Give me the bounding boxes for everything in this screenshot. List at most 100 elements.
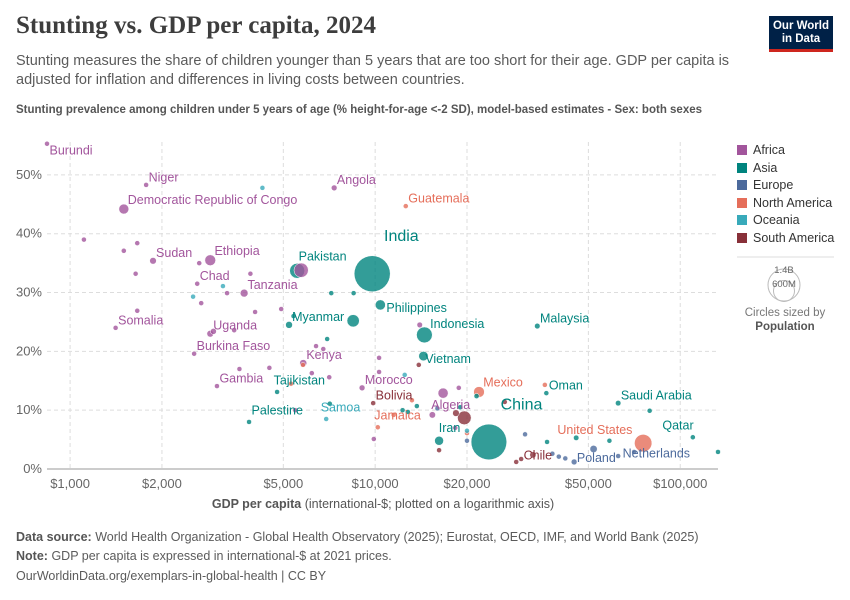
data-point[interactable] xyxy=(562,455,569,462)
point-sudan[interactable] xyxy=(149,257,157,265)
data-point[interactable] xyxy=(401,372,408,378)
point-tanzania[interactable] xyxy=(240,289,249,298)
data-point[interactable] xyxy=(290,313,297,319)
point-indonesia[interactable] xyxy=(416,326,433,344)
owid-logo[interactable]: Our World in Data xyxy=(769,16,833,52)
data-point[interactable] xyxy=(549,450,556,457)
data-point[interactable] xyxy=(266,365,273,371)
data-point[interactable] xyxy=(405,409,411,415)
data-point[interactable] xyxy=(414,403,420,409)
point-iran[interactable] xyxy=(434,436,444,446)
data-point[interactable] xyxy=(236,366,243,372)
point-jamaica[interactable] xyxy=(375,424,381,430)
data-point[interactable] xyxy=(328,290,335,296)
point-malaysia[interactable] xyxy=(534,323,541,330)
data-point[interactable] xyxy=(252,309,258,315)
legend-item-north-america[interactable]: North America xyxy=(737,196,832,210)
data-point[interactable] xyxy=(631,449,637,455)
point-samoa[interactable] xyxy=(323,416,329,422)
data-point[interactable] xyxy=(134,240,140,246)
point-angola[interactable] xyxy=(331,184,338,191)
data-point[interactable] xyxy=(324,336,330,342)
data-point[interactable] xyxy=(416,362,422,368)
data-point[interactable] xyxy=(376,355,382,361)
point-guatemala[interactable] xyxy=(403,203,409,209)
point-niger[interactable] xyxy=(143,182,149,188)
legend-item-europe[interactable]: Europe xyxy=(737,178,793,192)
data-point[interactable] xyxy=(132,270,139,277)
data-point[interactable] xyxy=(346,314,360,328)
data-point[interactable] xyxy=(452,425,458,431)
data-point[interactable] xyxy=(198,300,204,306)
data-point[interactable] xyxy=(371,436,377,442)
data-point[interactable] xyxy=(231,327,237,333)
point-united-states[interactable] xyxy=(634,434,653,453)
data-point[interactable] xyxy=(292,407,298,413)
data-point[interactable] xyxy=(452,409,460,417)
data-point[interactable] xyxy=(278,306,284,312)
data-point[interactable] xyxy=(288,380,294,387)
data-point[interactable] xyxy=(320,346,327,352)
data-point[interactable] xyxy=(437,387,449,399)
point-ethiopia[interactable] xyxy=(204,254,216,266)
point-oman[interactable] xyxy=(543,390,550,396)
legend-item-africa[interactable]: Africa xyxy=(737,143,785,157)
point-china[interactable] xyxy=(470,423,507,461)
point-burkina-faso[interactable] xyxy=(191,350,197,357)
point-saudi-arabia[interactable] xyxy=(615,400,622,407)
point-democratic-republic-of-congo[interactable] xyxy=(118,203,130,215)
legend-item-south-america[interactable]: South America xyxy=(737,231,834,245)
data-point[interactable] xyxy=(300,362,306,368)
data-point[interactable] xyxy=(646,408,653,414)
data-point[interactable] xyxy=(416,321,423,328)
point-netherlands[interactable] xyxy=(615,453,621,459)
point-palestine[interactable] xyxy=(246,419,252,425)
point-somalia[interactable] xyxy=(112,325,119,331)
point-vietnam[interactable] xyxy=(418,351,429,362)
data-point[interactable] xyxy=(247,270,254,277)
legend-item-asia[interactable]: Asia xyxy=(737,161,777,175)
data-point[interactable] xyxy=(313,343,319,349)
data-point[interactable] xyxy=(121,248,127,254)
point-chad[interactable] xyxy=(194,280,200,287)
data-point[interactable] xyxy=(224,290,230,296)
data-point[interactable] xyxy=(457,410,472,425)
data-point[interactable] xyxy=(456,385,462,391)
data-point[interactable] xyxy=(210,328,217,335)
point-chile[interactable] xyxy=(518,456,524,462)
data-point[interactable] xyxy=(522,431,528,438)
point-burundi[interactable] xyxy=(44,141,50,147)
data-point[interactable] xyxy=(134,308,140,314)
data-point[interactable] xyxy=(464,438,470,444)
point-algeria[interactable] xyxy=(428,411,436,419)
data-point[interactable] xyxy=(473,393,480,399)
data-point[interactable] xyxy=(409,397,415,403)
point-gambia[interactable] xyxy=(214,383,220,389)
footer-credit[interactable]: OurWorldinData.org/exemplars-in-global-h… xyxy=(16,569,327,583)
data-point[interactable] xyxy=(457,404,463,410)
data-point[interactable] xyxy=(259,185,266,191)
data-point[interactable] xyxy=(376,369,382,375)
data-point[interactable] xyxy=(464,428,470,434)
point-qatar[interactable] xyxy=(690,434,696,440)
point-tajikistan[interactable] xyxy=(274,389,280,395)
point-india[interactable] xyxy=(353,255,391,292)
data-point[interactable] xyxy=(293,262,309,278)
data-point[interactable] xyxy=(196,260,202,266)
point-philippines[interactable] xyxy=(375,299,386,311)
data-point[interactable] xyxy=(573,434,580,441)
data-point[interactable] xyxy=(390,412,397,418)
data-point[interactable] xyxy=(190,293,196,300)
data-point[interactable] xyxy=(399,407,406,413)
point-poland[interactable] xyxy=(570,458,578,466)
data-point[interactable] xyxy=(544,439,550,445)
data-point[interactable] xyxy=(513,459,519,465)
point-morocco[interactable] xyxy=(358,384,366,392)
data-point[interactable] xyxy=(434,405,441,412)
data-point[interactable] xyxy=(556,453,562,460)
data-point[interactable] xyxy=(715,449,721,455)
data-point[interactable] xyxy=(81,236,87,243)
data-point[interactable] xyxy=(350,290,357,296)
data-point[interactable] xyxy=(436,447,442,453)
data-point[interactable] xyxy=(529,451,537,459)
